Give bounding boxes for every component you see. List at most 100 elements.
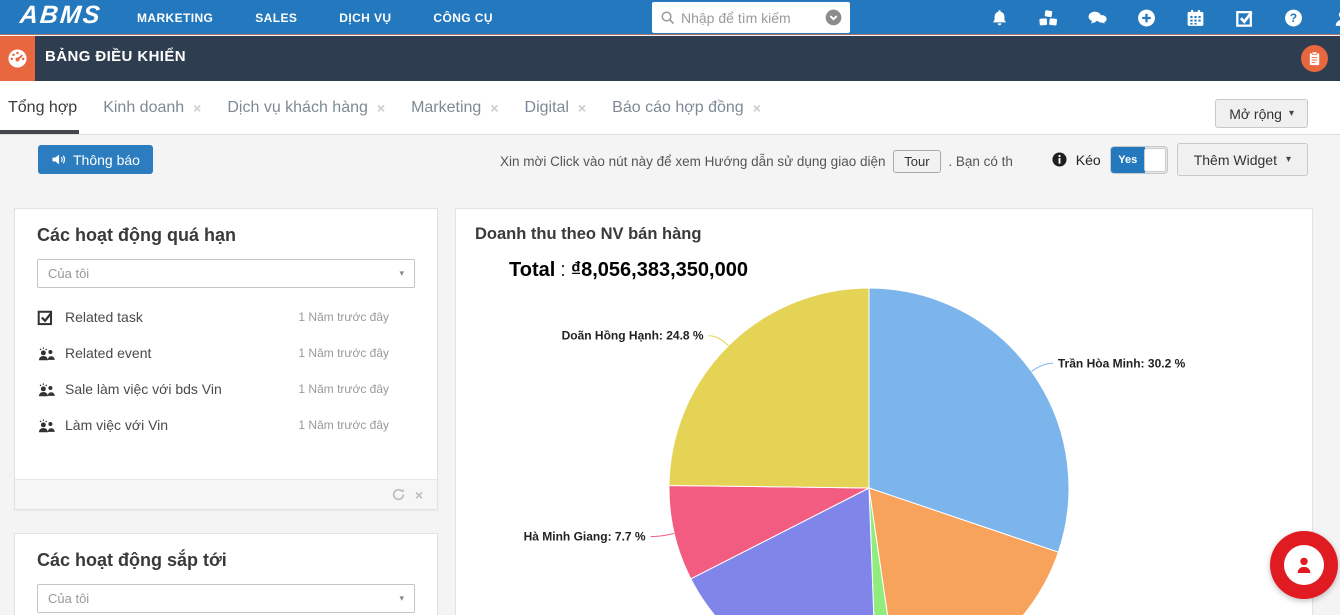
tab-close-icon[interactable]: × <box>376 99 386 116</box>
tab-label: Kinh doanh <box>103 98 185 116</box>
cubes-icon[interactable] <box>1039 9 1058 27</box>
announcement-button-label: Thông báo <box>73 151 140 168</box>
search-icon <box>661 11 675 25</box>
top-navbar: ABMS MARKETING SALES DỊCH VỤ CÔNG CỤ ? <box>0 0 1340 35</box>
revenue-chart-panel: Doanh thu theo NV bán hàng Total: ₫8,056,… <box>455 208 1313 615</box>
tasks-icon[interactable] <box>1235 9 1254 27</box>
activity-label: Related event <box>65 345 152 361</box>
tab-close-icon[interactable]: × <box>752 99 761 116</box>
pie-slice-1[interactable] <box>868 487 1060 615</box>
drag-toggle-on-label: Yes <box>1110 146 1145 173</box>
caret-down-icon: ▾ <box>399 268 404 278</box>
calendar-icon[interactable] <box>1186 9 1205 27</box>
menu-item-sales[interactable]: SALES <box>255 10 298 25</box>
info-icon <box>1052 152 1067 167</box>
caret-down-icon: ▾ <box>1288 108 1294 119</box>
add-widget-button[interactable]: Thêm Widget ▾ <box>1176 143 1308 176</box>
list-item[interactable]: Sale làm việc với bds Vin 1 Năm trước đâ… <box>37 371 415 407</box>
search-input[interactable] <box>675 9 825 26</box>
overdue-activity-list: Related task 1 Năm trước đây Related eve… <box>37 299 415 477</box>
close-icon[interactable]: × <box>414 486 423 503</box>
menu-item-cong-cu[interactable]: CÔNG CỤ <box>433 10 493 25</box>
drag-toggle[interactable]: Yes <box>1109 145 1168 174</box>
tour-button[interactable]: Tour <box>893 150 941 173</box>
list-item[interactable]: Related task 1 Năm trước đây <box>37 299 415 335</box>
tab-label: Dịch vụ khách hàng <box>227 98 368 116</box>
page-header: BẢNG ĐIỀU KHIỂN <box>0 36 1340 81</box>
expand-button[interactable]: Mở rộng ▾ <box>1215 99 1308 128</box>
pie-slice-0[interactable] <box>868 287 1070 553</box>
tab-close-icon[interactable]: × <box>490 99 499 116</box>
pie-label-line-4 <box>650 533 675 538</box>
total-separator: : <box>560 259 566 281</box>
menu-item-dich-vu[interactable]: DỊCH VỤ <box>339 10 392 25</box>
tab-label: Digital <box>524 98 569 116</box>
event-people-icon <box>37 417 57 434</box>
drag-widget-controls: Kéo Yes Thêm Widget ▾ <box>1052 143 1308 176</box>
tab-tong-hop[interactable]: Tổng hợp <box>0 81 80 134</box>
support-button-inner <box>1284 545 1324 585</box>
list-item[interactable]: Làm việc với Vin 1 Năm trước đây <box>37 407 415 443</box>
user-icon[interactable] <box>1333 9 1340 27</box>
tab-digital[interactable]: Digital × <box>525 81 587 134</box>
dashboard-icon[interactable] <box>0 36 35 81</box>
global-search[interactable] <box>652 2 850 33</box>
expand-button-label: Mở rộng <box>1229 105 1282 122</box>
chart-title: Doanh thu theo NV bán hàng <box>475 225 702 243</box>
tab-kinh-doanh[interactable]: Kinh doanh × <box>103 81 201 134</box>
tab-dich-vu-khach-hang[interactable]: Dịch vụ khách hàng × <box>227 81 385 134</box>
event-people-icon <box>37 381 57 398</box>
overdue-filter-value: Của tôi <box>48 266 90 281</box>
person-icon <box>1297 557 1311 573</box>
support-button[interactable] <box>1270 531 1338 599</box>
activity-label: Sale làm việc với bds Vin <box>65 381 222 397</box>
pie-slice-4[interactable] <box>668 484 870 580</box>
overdue-panel-title: Các hoạt động quá hạn <box>37 225 237 245</box>
tab-bao-cao-hop-dong[interactable]: Báo cáo hợp đồng × <box>612 81 761 134</box>
add-icon[interactable] <box>1137 9 1156 27</box>
caret-down-icon: ▾ <box>399 593 404 603</box>
tour-text-before: Xin mời Click vào nút này để xem Hướng d… <box>500 154 886 169</box>
activity-label: Related task <box>65 309 143 325</box>
pie-slice-5[interactable] <box>668 287 870 489</box>
add-widget-button-label: Thêm Widget <box>1193 151 1277 168</box>
pie-slice-3[interactable] <box>690 487 877 615</box>
upcoming-activities-panel: Các hoạt động sắp tới Của tôi ▾ <box>14 533 438 615</box>
tour-hint-text: Xin mời Click vào nút này để xem Hướng d… <box>500 149 1013 175</box>
bell-icon[interactable] <box>990 9 1009 27</box>
upcoming-panel-title: Các hoạt động sắp tới <box>37 550 227 570</box>
overdue-activities-panel: Các hoạt động quá hạn Của tôi ▾ Related … <box>14 208 438 510</box>
refresh-icon[interactable] <box>392 488 405 501</box>
pie-slice-2[interactable] <box>868 487 898 615</box>
total-label: Total <box>509 259 556 281</box>
tab-marketing[interactable]: Marketing × <box>411 81 498 134</box>
tab-close-icon[interactable]: × <box>577 99 587 116</box>
search-scope-chevron-icon[interactable] <box>825 9 842 26</box>
list-item[interactable]: Related event 1 Năm trước đây <box>37 335 415 371</box>
chat-icon[interactable] <box>1088 9 1107 27</box>
drag-label: Kéo <box>1075 151 1101 168</box>
chart-total: Total: ₫8,056,383,350,000 <box>509 259 748 282</box>
overdue-filter-select[interactable]: Của tôi ▾ <box>37 259 415 288</box>
app-logo[interactable]: ABMS <box>18 1 104 29</box>
tab-label: Marketing <box>411 98 482 116</box>
pie-label-5: Doãn Hồng Hạnh: 24.8 % <box>562 329 704 343</box>
clipboard-button[interactable] <box>1301 45 1328 72</box>
tab-label: Báo cáo hợp đồng <box>612 98 744 116</box>
pie-label-0: Trần Hòa Minh: 30.2 % <box>1058 356 1186 370</box>
pie-label-4: Hà Minh Giang: 7.7 % <box>524 530 646 544</box>
tour-text-after: . Bạn có thể <box>948 154 1013 169</box>
tab-close-icon[interactable]: × <box>193 99 202 116</box>
revenue-pie-svg: Trần Hòa Minh: 30.2 % Hà Minh Giang: 7.7 … <box>524 287 1186 615</box>
drag-toggle-knob[interactable] <box>1143 147 1166 172</box>
menu-item-marketing[interactable]: MARKETING <box>137 10 214 25</box>
activity-time: 1 Năm trước đây <box>298 382 389 396</box>
top-menu: MARKETING SALES DỊCH VỤ CÔNG CỤ <box>137 0 493 35</box>
upcoming-filter-select[interactable]: Của tôi ▾ <box>37 584 415 613</box>
overdue-panel-footer: × <box>15 479 437 509</box>
pie-label-line-5 <box>708 335 729 347</box>
pie-label-line-0 <box>1031 362 1053 372</box>
announcement-button[interactable]: Thông báo <box>38 145 153 174</box>
help-icon[interactable]: ? <box>1284 9 1303 27</box>
activity-time: 1 Năm trước đây <box>298 310 389 324</box>
